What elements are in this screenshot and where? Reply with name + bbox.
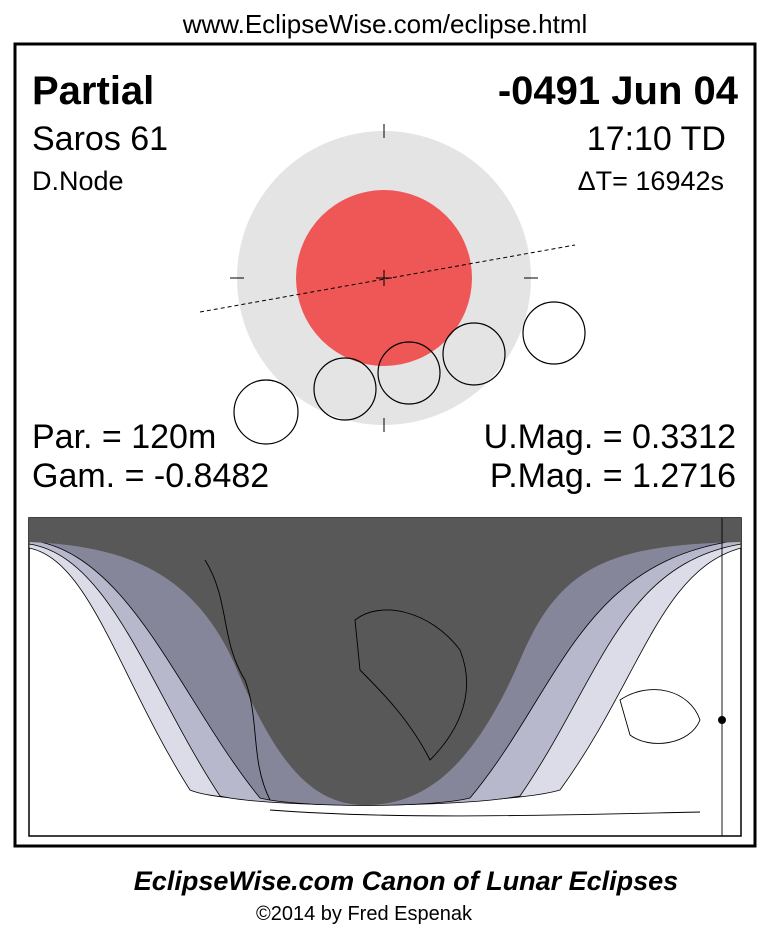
eclipse-date: -0491 Jun 04 [498, 69, 739, 113]
footer-title: EclipseWise.com Canon of Lunar Eclipses [134, 866, 678, 896]
moon-positions [233, 301, 586, 445]
eclipse-type: Partial [32, 69, 154, 113]
duration: Par. = 120m [32, 418, 216, 456]
delta-t: ΔT= 16942s [578, 166, 724, 196]
time: 17:10 TD [587, 120, 726, 158]
axis-ticks [230, 124, 538, 432]
gamma: Gam. = -0.8482 [32, 457, 269, 495]
shadow-diagram [199, 124, 586, 445]
penumbral-magnitude: P.Mag. = 1.2716 [490, 457, 736, 495]
visibility-map [28, 517, 742, 837]
url: www.EclipseWise.com/eclipse.html [182, 9, 588, 39]
node: D.Node [32, 166, 124, 196]
saros: Saros 61 [32, 120, 168, 158]
copyright: ©2014 by Fred Espenak [256, 903, 473, 925]
umbral-magnitude: U.Mag. = 0.3312 [484, 418, 736, 456]
